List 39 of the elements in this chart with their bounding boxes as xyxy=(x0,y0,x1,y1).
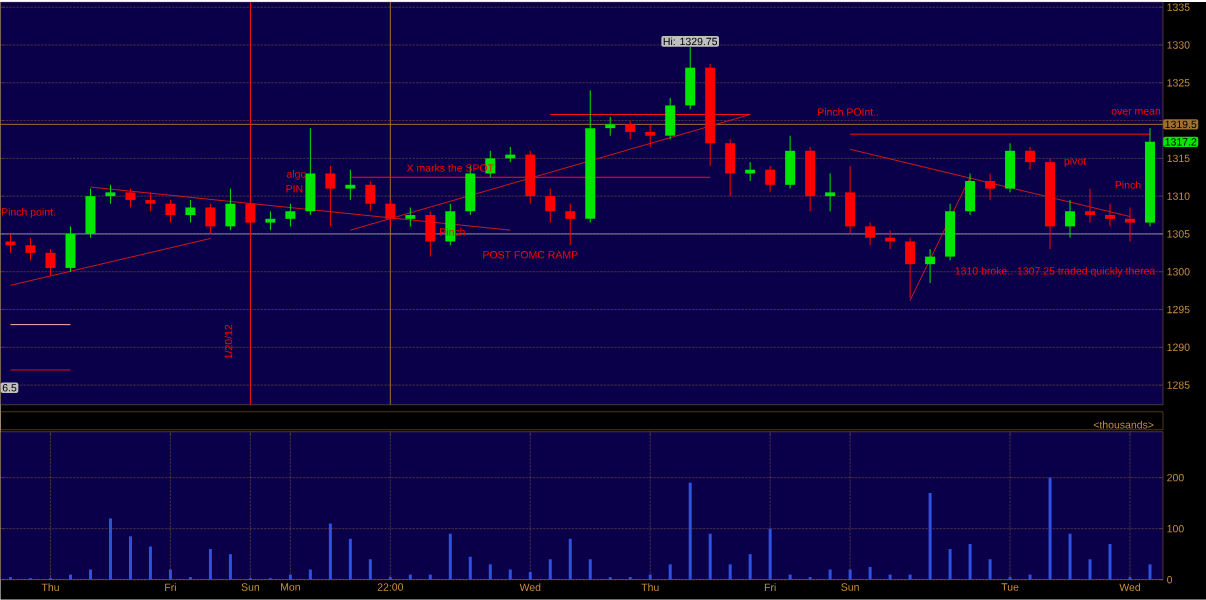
y-tick-label: 0 xyxy=(1167,576,1173,584)
y-axis-title: <thousands> xyxy=(1093,420,1154,429)
y-tick-label: 200 xyxy=(1167,474,1184,482)
annotation: 6.5 xyxy=(2,384,17,392)
y-tick-label: 1305 xyxy=(1167,230,1190,238)
annotation: PIN xyxy=(286,185,303,193)
annotation: algo xyxy=(286,170,306,180)
annotation: pivot xyxy=(1064,157,1087,167)
x-tick-label: Mon xyxy=(281,583,300,591)
y-tick-label: 1315 xyxy=(1167,154,1190,163)
annotation: Hi: 1329.75 xyxy=(663,37,718,46)
x-tick-label: Fri xyxy=(764,583,776,592)
annotation: 1310 broke.. 1307.25 traded quickly therea xyxy=(955,267,1156,277)
x-tick-label: Thu xyxy=(641,583,659,592)
x-tick-label: 22:00 xyxy=(377,583,404,591)
x-tick-label: Fri xyxy=(165,583,176,592)
x-tick-label: Sun xyxy=(241,583,260,591)
y-tick-label: 1335 xyxy=(1167,3,1190,12)
annotation: Pinch point. xyxy=(1,208,55,218)
annotation: Pinch POInt.. xyxy=(818,108,879,116)
x-tick-label: Tue xyxy=(1001,583,1019,591)
x-tick-label: Wed xyxy=(519,583,541,592)
x-tick-label: Sun xyxy=(841,583,859,591)
annotation: Pinch xyxy=(1115,181,1141,189)
y-tick-label: 100 xyxy=(1167,525,1184,533)
y-tick-label: 1295 xyxy=(1167,305,1190,314)
ref-line-label: 1319.5 xyxy=(1165,120,1197,129)
text: 1317.2 xyxy=(1165,138,1197,146)
annotation: over mean xyxy=(1111,109,1161,115)
annotation: POST FOMC RAMP xyxy=(483,251,578,259)
y-tick-label: 1330 xyxy=(1167,41,1190,49)
y-tick-label: 1300 xyxy=(1167,268,1190,276)
y-tick-label: 1285 xyxy=(1167,381,1190,389)
annotation: 1/20/12 xyxy=(224,324,233,359)
x-tick-label: Thu xyxy=(41,583,59,592)
y-tick-label: 1325 xyxy=(1167,79,1190,87)
x-tick-label: Wed xyxy=(1119,583,1141,592)
y-tick-label: 1290 xyxy=(1167,343,1190,352)
y-tick-label: 1310 xyxy=(1167,192,1190,201)
